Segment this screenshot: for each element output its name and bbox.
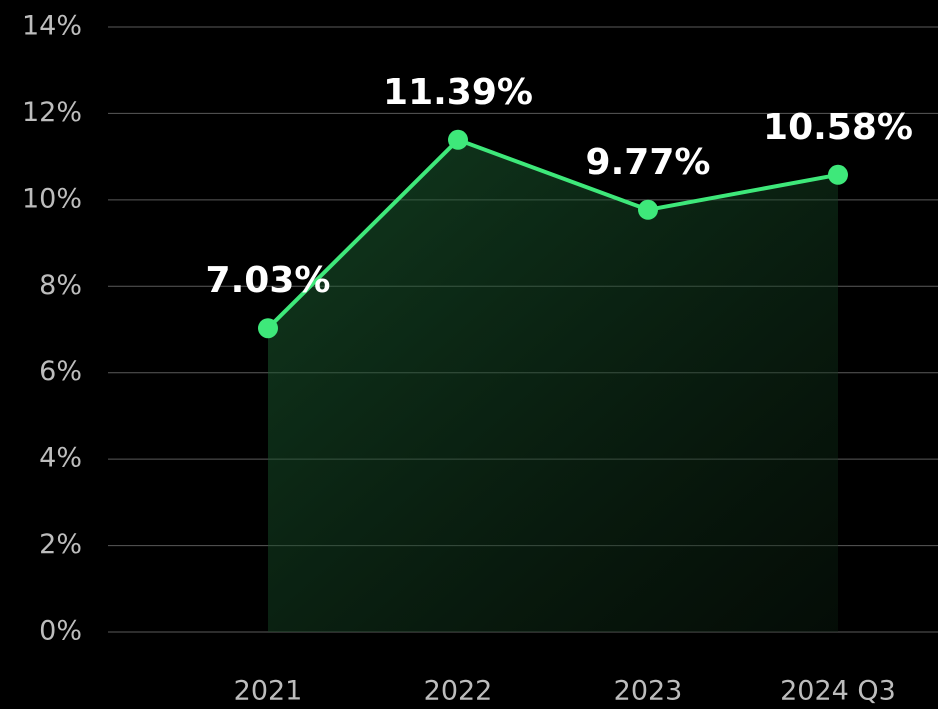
y-tick-label: 12% bbox=[22, 97, 82, 128]
value-label: 9.77% bbox=[586, 142, 711, 183]
point bbox=[448, 129, 468, 150]
value-label: 7.03% bbox=[206, 260, 331, 301]
point bbox=[638, 199, 658, 220]
y-tick-label: 10% bbox=[22, 183, 82, 214]
y-tick-label: 14% bbox=[22, 11, 82, 42]
point bbox=[828, 164, 848, 185]
x-tick-label: 2023 bbox=[614, 676, 683, 707]
y-tick-label: 4% bbox=[39, 443, 82, 474]
y-tick-label: 6% bbox=[39, 356, 82, 387]
x-tick-label: 2022 bbox=[424, 676, 493, 707]
point bbox=[258, 318, 278, 339]
y-tick-label: 2% bbox=[39, 529, 82, 560]
x-tick-label: 2021 bbox=[234, 676, 303, 707]
value-label: 11.39% bbox=[383, 72, 533, 113]
y-tick-label: 8% bbox=[39, 270, 82, 301]
line bbox=[266, 137, 839, 330]
x-tick-label: 2024 Q3 bbox=[780, 676, 896, 707]
value-label: 10.58% bbox=[763, 107, 913, 148]
area bbox=[268, 139, 838, 632]
y-tick-label: 0% bbox=[39, 616, 82, 647]
